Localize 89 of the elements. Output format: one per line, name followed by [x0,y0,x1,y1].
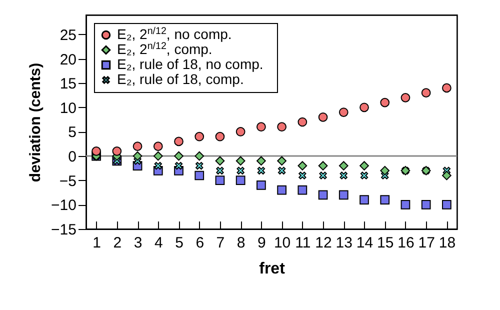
point [277,122,286,132]
point [257,166,266,174]
point [298,185,308,195]
point [319,172,327,180]
point [215,176,225,186]
x-tick-label: 9 [258,234,266,252]
y-tick-label: 10 [60,100,76,117]
point [360,161,369,170]
x-tick-label: 8 [236,234,246,252]
point [236,156,246,166]
point [174,162,183,170]
point [194,132,204,142]
point [421,88,431,98]
x-axis-title: fret [259,260,286,278]
y-tick-label: 15 [60,76,76,93]
point [153,151,163,161]
point [194,151,204,161]
legend-label: E₂, 2$^{n/12}$, no comp. [117,26,232,42]
point [318,190,328,200]
x-tick-label: 15 [377,234,394,252]
point [277,185,286,195]
point [278,166,286,174]
point [318,161,328,170]
x-tick-label: 3 [134,234,142,252]
legend-label: E₂, rule of 18, comp. [117,71,244,87]
x-tick-label: 10 [274,234,291,252]
point [338,108,348,117]
point [442,170,452,180]
y-tick-label: 0 [68,148,76,166]
point [360,195,369,204]
point [196,162,204,170]
point [400,93,410,102]
point [338,190,348,200]
point [338,161,348,170]
x-tick-label: 16 [398,234,414,252]
x-tick-label: 14 [356,234,374,252]
y-tick-label: 20 [60,51,76,68]
x-tick-label: 6 [196,234,204,252]
point [318,112,328,122]
point [132,151,142,161]
point [421,200,431,210]
point [194,170,204,180]
y-tick-label: 5 [68,124,76,142]
point [442,83,452,93]
point [256,156,266,166]
point [400,200,410,210]
point [340,172,348,180]
point [92,146,101,156]
point [132,142,142,151]
x-tick-label: 4 [154,234,163,252]
legend-label: E₂, 2$^{n/12}$, comp. [117,40,212,57]
point [298,117,308,127]
point [153,142,163,151]
point [236,166,244,174]
y-tick-label: −10 [51,197,76,214]
point [380,195,390,204]
x-tick-label: 1 [92,234,101,252]
x-tick-label: 17 [418,234,435,252]
x-tick-label: 13 [336,234,352,252]
y-tick-label: −15 [51,222,76,238]
y-tick-label: −5 [59,172,76,190]
point [154,162,162,170]
point [360,172,368,180]
point [277,156,286,166]
x-tick-label: 5 [175,234,184,252]
point [298,172,306,180]
point [216,166,224,174]
point [298,161,308,170]
x-tick-label: 7 [216,234,225,252]
x-tick-label: 12 [315,234,332,252]
point [236,127,246,136]
x-tick-label: 18 [438,234,456,252]
point [174,136,184,146]
point [442,200,452,210]
point [256,122,266,132]
x-tick-label: 2 [113,234,122,252]
point [256,180,266,190]
point [380,98,390,108]
legend-label: E₂, rule of 18, no comp. [117,56,264,72]
y-tick-label: 25 [60,26,76,44]
point [174,151,184,161]
point [236,176,246,186]
point [360,102,369,112]
point [215,156,225,166]
point [380,166,390,176]
point [112,146,122,156]
x-tick-label: 11 [295,234,311,252]
point [215,132,225,142]
y-axis-title: deviation (cents) [27,62,44,182]
